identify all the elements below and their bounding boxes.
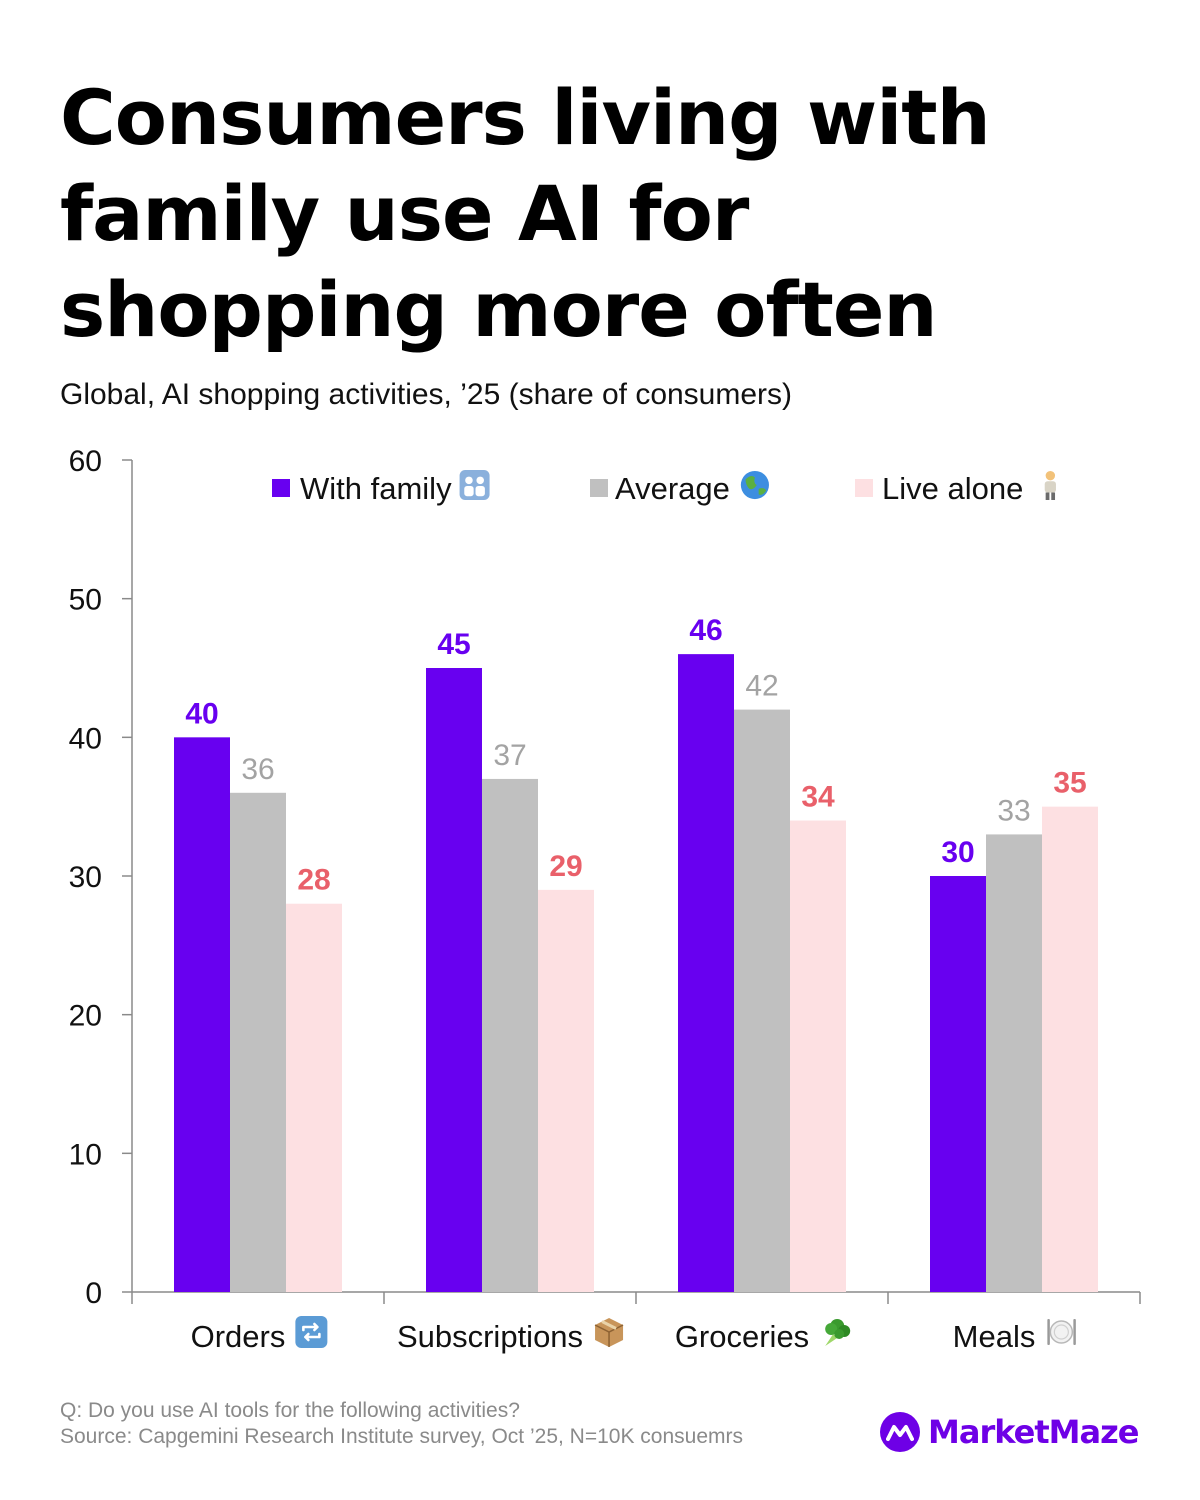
family-icon-part [459,470,490,500]
broccoli-icon [825,1319,851,1346]
bar-live-alone [1042,806,1098,1292]
family-icon [459,470,490,500]
data-label: 34 [801,781,835,814]
broccoli-icon-part [834,1329,845,1339]
x-tick-label: Groceries [675,1319,809,1354]
legend-label: With family [300,471,452,506]
family-icon-part [476,476,484,485]
brand-name: MarketMaze [928,1413,1139,1451]
broccoli-icon-shape [825,1319,851,1346]
broccoli-icon-part [825,1323,838,1335]
brand-logo: MarketMaze [880,1412,1139,1452]
plate-icon-part [1047,1319,1050,1345]
person-icon-part [1045,470,1056,481]
broccoli-icon-part [825,1334,838,1346]
person-icon [1044,470,1056,500]
x-tick-label: Meals [953,1319,1036,1354]
plate-icon-part [1073,1319,1076,1345]
legend-swatch [855,479,873,497]
bar-with-family [426,668,482,1292]
data-label: 46 [689,614,722,647]
legend-label: Average [615,471,730,506]
footnote: Q: Do you use AI tools for the following… [60,1398,743,1450]
family-icon-shape [459,470,490,500]
y-tick-label: 0 [85,1277,102,1310]
plate-icon-part [1053,1324,1069,1340]
chart-subtitle: Global, AI shopping activities, ’25 (sha… [60,378,793,411]
y-tick-label: 60 [69,445,102,478]
person-icon-part [1044,481,1056,493]
survey-question: Q: Do you use AI tools for the following… [60,1399,520,1422]
bar-live-alone [286,903,342,1292]
globe-icon [740,470,769,500]
globe-icon-part [758,488,767,495]
repeat-icon-shape [295,1316,328,1348]
data-label: 40 [185,697,218,730]
y-tick-label: 50 [69,584,102,617]
package-icon-part [601,1320,617,1330]
person-icon-part [1051,492,1056,500]
data-label: 45 [437,628,470,661]
plate-icon [1047,1319,1076,1345]
bar-chart: 0 10 20 30 40 50 60 40 36 28 Orders 45 37 29 Subscript… [69,445,1141,1354]
globe-icon-part [745,476,757,490]
plate-icon-shape [1047,1319,1076,1345]
bar-with-family [678,654,734,1292]
data-label: 28 [297,864,330,897]
family-icon-part [465,476,473,485]
data-label: 42 [745,670,778,703]
bar-average [482,778,538,1292]
person-icon-shape [1044,470,1056,500]
repeat-icon-part [304,1332,321,1342]
person-icon-part [1045,492,1050,500]
bar-with-family [174,737,230,1292]
data-label: 35 [1053,767,1086,800]
repeat-icon-part [295,1316,328,1348]
repeat-icon-part [302,1322,319,1332]
family-icon-part [475,485,485,497]
bar-live-alone [538,889,594,1292]
y-tick-label: 10 [69,1138,102,1171]
data-label: 36 [241,753,274,786]
family-icon-part [464,485,474,497]
bar-live-alone [790,820,846,1292]
source-note: Source: Capgemini Research Institute sur… [60,1425,744,1448]
legend-swatch [272,479,290,497]
bar-average [230,792,286,1292]
package-icon [594,1318,624,1347]
data-label: 30 [941,836,974,869]
bar-with-family [930,876,986,1292]
repeat-icon [295,1316,328,1348]
data-label: 37 [493,739,526,772]
y-tick-label: 20 [69,1000,102,1033]
plate-icon-part [1049,1320,1074,1344]
bar-average [734,709,790,1292]
y-tick-label: 30 [69,861,102,894]
y-tick-label: 40 [69,722,102,755]
page-title: Consumers living with family use AI for … [60,73,991,354]
globe-icon-shape [740,470,769,500]
legend-swatch [590,479,608,497]
x-tick-label: Subscriptions [397,1319,583,1354]
legend-label: Live alone [882,471,1023,506]
marketmaze-logo-icon [880,1412,920,1452]
data-label: 33 [997,794,1030,827]
x-tick-label: Orders [191,1319,286,1354]
package-icon-shape [594,1318,624,1347]
data-label: 29 [549,850,582,883]
bar-average [986,834,1042,1292]
